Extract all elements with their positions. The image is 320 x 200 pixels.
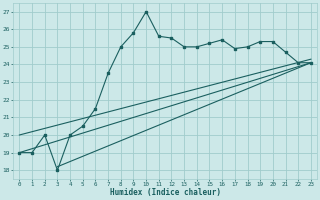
X-axis label: Humidex (Indice chaleur): Humidex (Indice chaleur)	[110, 188, 220, 197]
